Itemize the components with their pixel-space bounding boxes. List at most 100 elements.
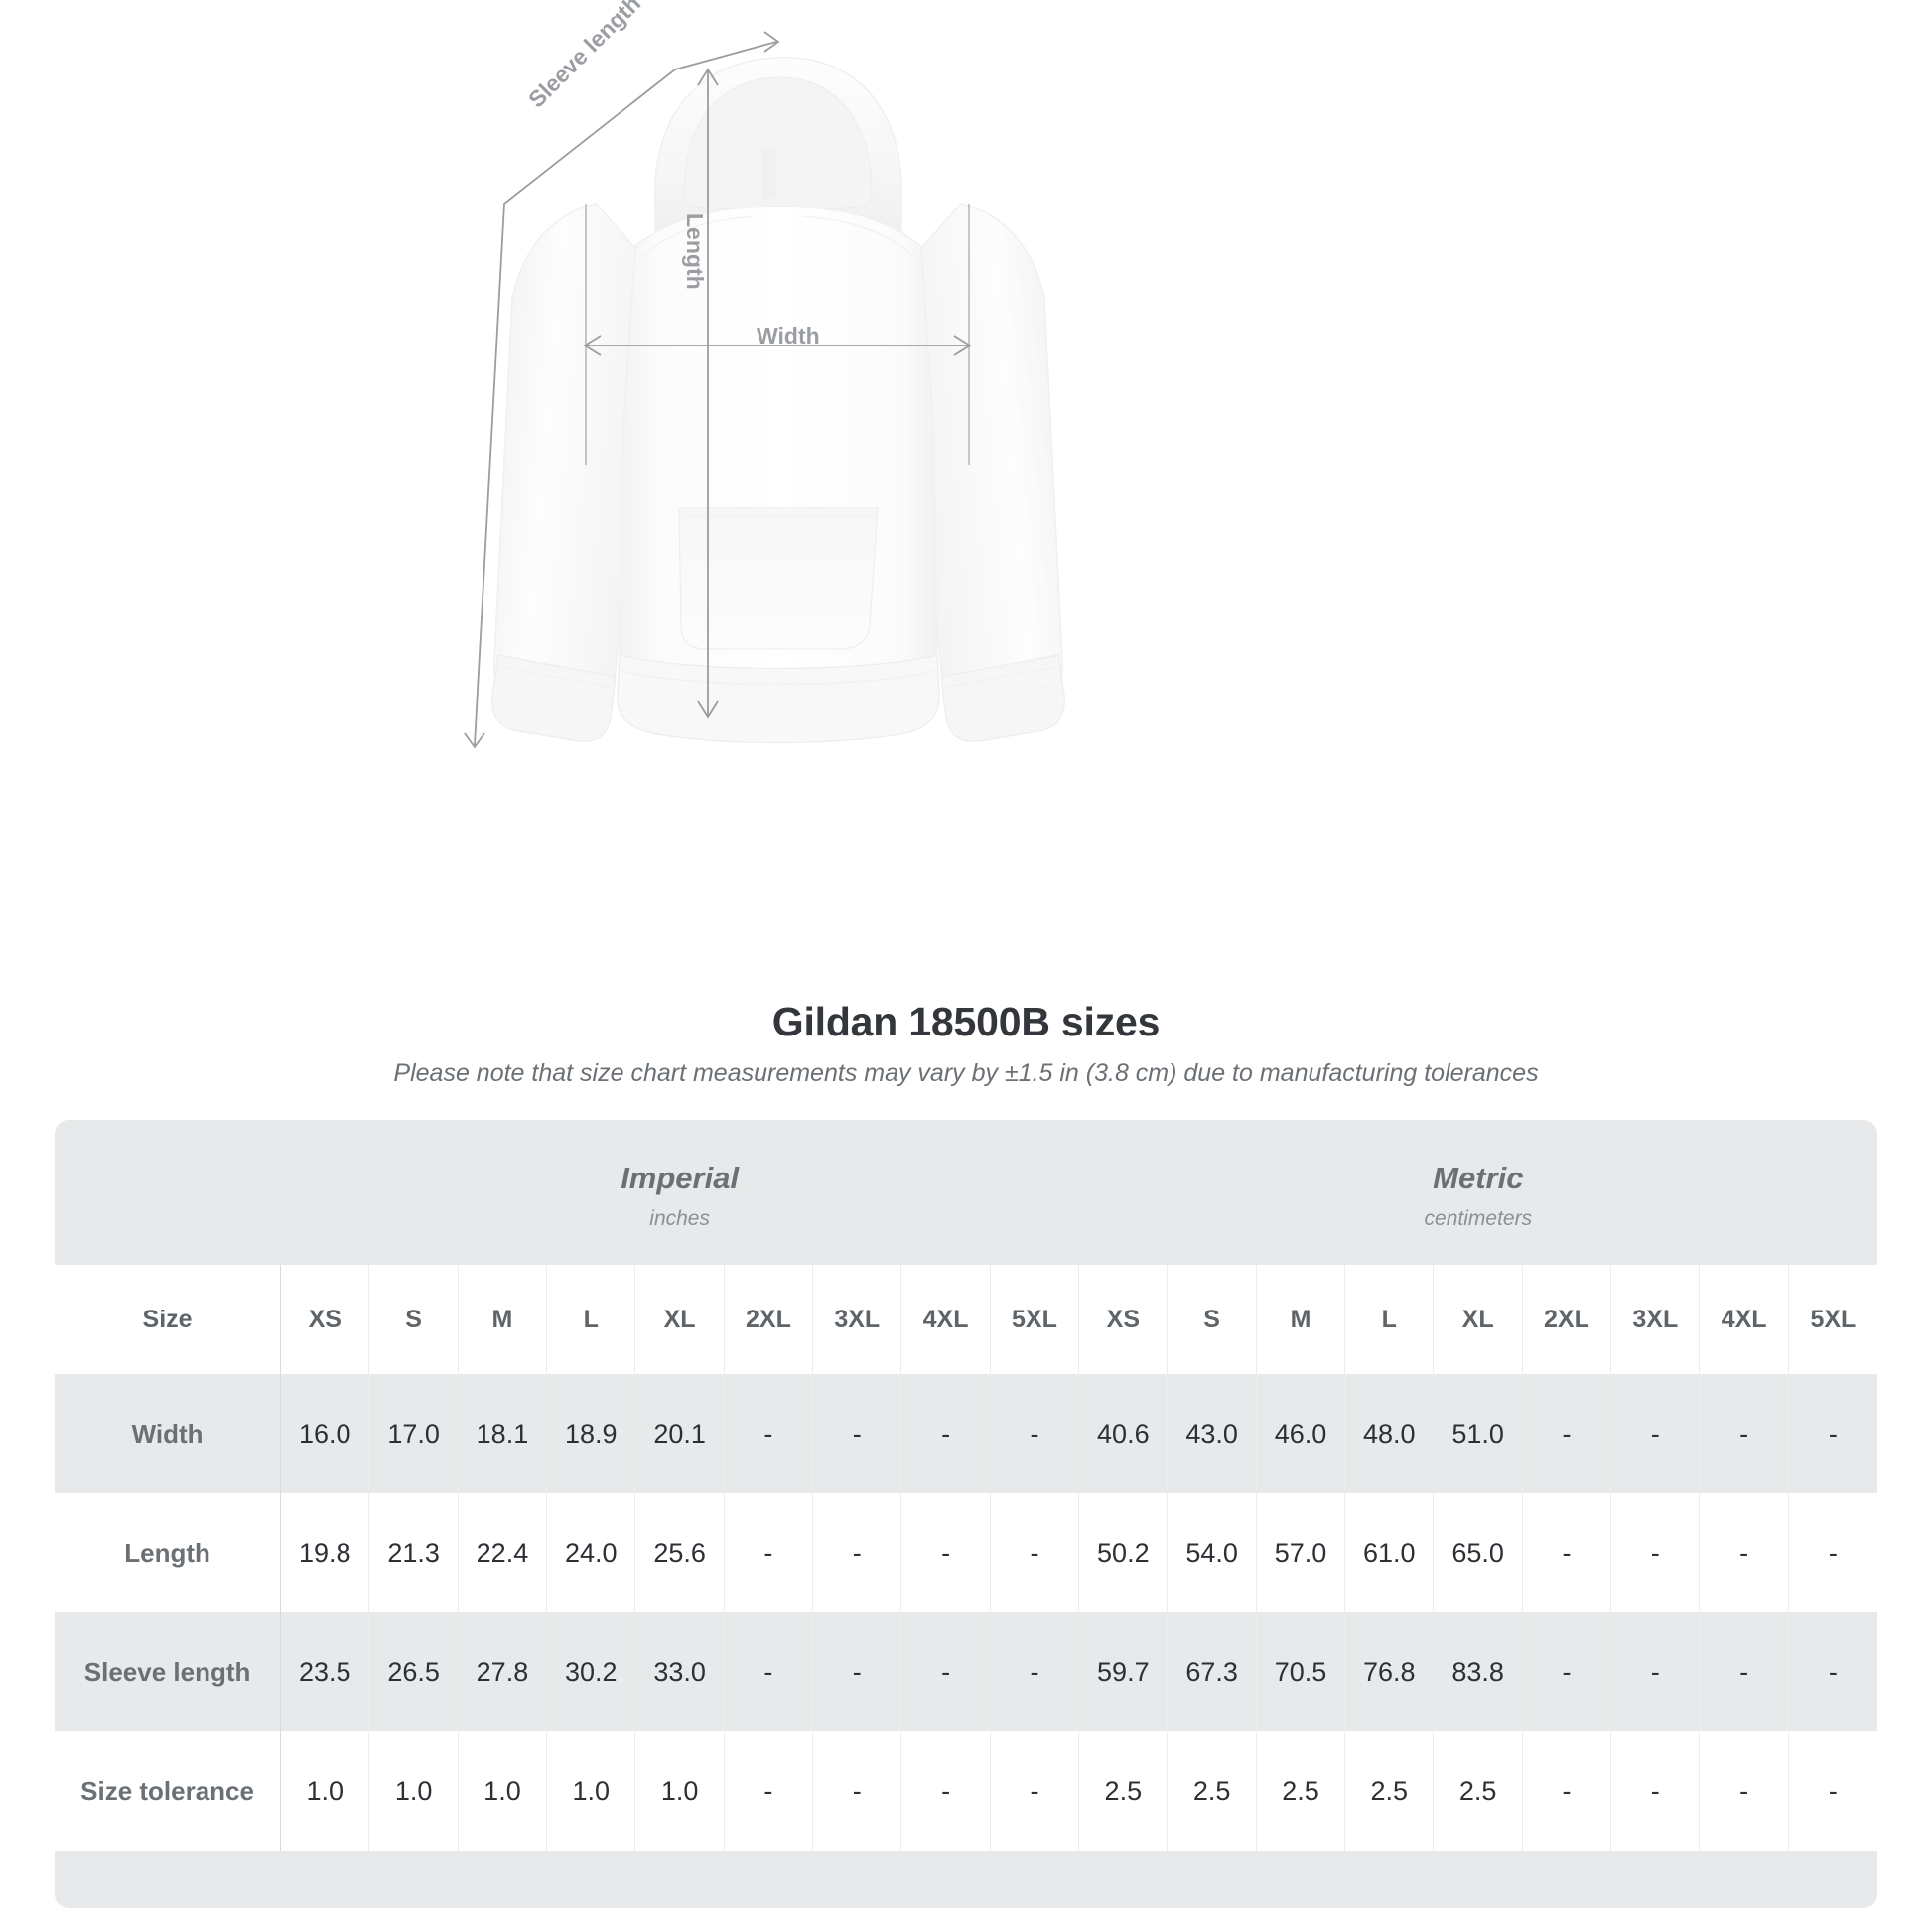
cell-length-imperial-s: 21.3	[368, 1493, 459, 1612]
cell-length-imperial-4xl: -	[900, 1493, 991, 1612]
cell-width-imperial-l: 18.9	[546, 1374, 636, 1493]
cell-length-metric-4xl: -	[1699, 1493, 1789, 1612]
size-header-metric-2xl: 2XL	[1522, 1265, 1612, 1374]
table-row: Sleeve length 23.5 26.5 27.8 30.2 33.0 -…	[55, 1612, 1877, 1731]
unit-row-spacer	[55, 1120, 281, 1265]
cell-length-metric-xl: 65.0	[1433, 1493, 1523, 1612]
cell-length-imperial-xs: 19.8	[280, 1493, 370, 1612]
size-header-row: Size XS S M L XL 2XL 3XL 4XL 5XL XS S M …	[55, 1265, 1877, 1374]
cell-tolerance-imperial-5xl: -	[990, 1731, 1080, 1851]
size-header-metric-3xl: 3XL	[1610, 1265, 1701, 1374]
cell-length-metric-5xl: -	[1788, 1493, 1877, 1612]
size-header-imperial-s: S	[368, 1265, 459, 1374]
size-chart-table: Imperial inches Metric centimeters Size …	[55, 1120, 1877, 1908]
cell-sleeve-metric-xl: 83.8	[1433, 1612, 1523, 1731]
cell-tolerance-imperial-m: 1.0	[458, 1731, 548, 1851]
cell-sleeve-metric-4xl: -	[1699, 1612, 1789, 1731]
cell-tolerance-imperial-xl: 1.0	[634, 1731, 725, 1851]
cell-tolerance-imperial-2xl: -	[724, 1731, 814, 1851]
cell-length-metric-m: 57.0	[1256, 1493, 1346, 1612]
page-subtitle: Please note that size chart measurements…	[393, 1059, 1539, 1087]
cell-sleeve-imperial-3xl: -	[812, 1612, 902, 1731]
unit-group-metric: Metric centimeters	[1078, 1120, 1877, 1265]
size-header-imperial-2xl: 2XL	[724, 1265, 814, 1374]
cell-sleeve-metric-xs: 59.7	[1078, 1612, 1169, 1731]
cell-length-imperial-5xl: -	[990, 1493, 1080, 1612]
cell-length-imperial-3xl: -	[812, 1493, 902, 1612]
cell-tolerance-metric-xs: 2.5	[1078, 1731, 1169, 1851]
row-label-size-tolerance: Size tolerance	[55, 1731, 282, 1851]
width-label: Width	[757, 323, 820, 348]
cell-length-metric-l: 61.0	[1344, 1493, 1435, 1612]
size-header-imperial-l: L	[546, 1265, 636, 1374]
cell-length-metric-s: 54.0	[1167, 1493, 1257, 1612]
hoodie-diagram-svg	[464, 31, 1065, 749]
hoodie-body	[617, 206, 940, 744]
sleeve-length-guide-line	[474, 41, 777, 746]
cell-tolerance-metric-xl: 2.5	[1433, 1731, 1523, 1851]
cell-sleeve-metric-s: 67.3	[1167, 1612, 1257, 1731]
size-header-imperial-xl: XL	[634, 1265, 725, 1374]
cell-width-metric-xs: 40.6	[1078, 1374, 1169, 1493]
cell-tolerance-imperial-s: 1.0	[368, 1731, 459, 1851]
size-header-imperial-m: M	[458, 1265, 548, 1374]
cell-width-imperial-xs: 16.0	[280, 1374, 370, 1493]
measurement-guides	[464, 31, 972, 749]
cell-tolerance-metric-s: 2.5	[1167, 1731, 1257, 1851]
size-header-label: Size	[55, 1265, 282, 1374]
cell-length-metric-3xl: -	[1610, 1493, 1701, 1612]
width-arrow-right	[953, 335, 972, 356]
size-header-metric-4xl: 4XL	[1699, 1265, 1789, 1374]
cell-tolerance-metric-4xl: -	[1699, 1731, 1789, 1851]
cell-tolerance-metric-2xl: -	[1522, 1731, 1612, 1851]
cell-length-imperial-2xl: -	[724, 1493, 814, 1612]
row-label-sleeve-length: Sleeve length	[55, 1612, 282, 1731]
unit-group-row: Imperial inches Metric centimeters	[55, 1120, 1877, 1265]
cell-sleeve-imperial-4xl: -	[900, 1612, 991, 1731]
cell-sleeve-metric-l: 76.8	[1344, 1612, 1435, 1731]
cell-width-imperial-xl: 20.1	[634, 1374, 725, 1493]
cell-width-imperial-m: 18.1	[458, 1374, 548, 1493]
size-header-metric-5xl: 5XL	[1788, 1265, 1877, 1374]
cell-sleeve-imperial-m: 27.8	[458, 1612, 548, 1731]
size-header-metric-m: M	[1256, 1265, 1346, 1374]
length-arrow-top	[697, 68, 719, 86]
length-arrow-bottom	[697, 700, 719, 719]
cell-sleeve-imperial-5xl: -	[990, 1612, 1080, 1731]
cell-sleeve-imperial-s: 26.5	[368, 1612, 459, 1731]
cell-width-metric-xl: 51.0	[1433, 1374, 1523, 1493]
cell-sleeve-metric-m: 70.5	[1256, 1612, 1346, 1731]
table-row: Size tolerance 1.0 1.0 1.0 1.0 1.0 - - -…	[55, 1731, 1877, 1851]
row-label-width: Width	[55, 1374, 282, 1493]
cell-tolerance-metric-5xl: -	[1788, 1731, 1877, 1851]
cell-width-metric-5xl: -	[1788, 1374, 1877, 1493]
cell-sleeve-imperial-xs: 23.5	[280, 1612, 370, 1731]
cell-sleeve-metric-3xl: -	[1610, 1612, 1701, 1731]
size-header-imperial-3xl: 3XL	[812, 1265, 902, 1374]
hoodie-left-sleeve	[491, 203, 642, 742]
length-label: Length	[682, 213, 708, 290]
cell-length-metric-xs: 50.2	[1078, 1493, 1169, 1612]
cell-length-metric-2xl: -	[1522, 1493, 1612, 1612]
cell-width-imperial-5xl: -	[990, 1374, 1080, 1493]
cell-width-metric-m: 46.0	[1256, 1374, 1346, 1493]
cell-tolerance-imperial-l: 1.0	[546, 1731, 636, 1851]
cell-sleeve-imperial-xl: 33.0	[634, 1612, 725, 1731]
cell-width-metric-3xl: -	[1610, 1374, 1701, 1493]
width-arrow-left	[583, 335, 602, 356]
size-chart-table-wrap: Imperial inches Metric centimeters Size …	[55, 1120, 1877, 1908]
unit-group-metric-sub: centimeters	[1424, 1207, 1533, 1231]
cell-tolerance-imperial-3xl: -	[812, 1731, 902, 1851]
title-block: Gildan 18500B sizes Please note that siz…	[0, 999, 1932, 1088]
cell-width-imperial-s: 17.0	[368, 1374, 459, 1493]
page-title: Gildan 18500B sizes	[771, 999, 1161, 1044]
cell-sleeve-imperial-l: 30.2	[546, 1612, 636, 1731]
size-header-metric-s: S	[1167, 1265, 1257, 1374]
unit-group-imperial-name: Imperial	[621, 1160, 740, 1195]
cell-sleeve-metric-5xl: -	[1788, 1612, 1877, 1731]
table-row: Length 19.8 21.3 22.4 24.0 25.6 - - - - …	[55, 1493, 1877, 1612]
sleeve-length-arrow-top	[763, 31, 780, 53]
hoodie-right-sleeve	[914, 203, 1065, 742]
size-header-imperial-4xl: 4XL	[900, 1265, 991, 1374]
